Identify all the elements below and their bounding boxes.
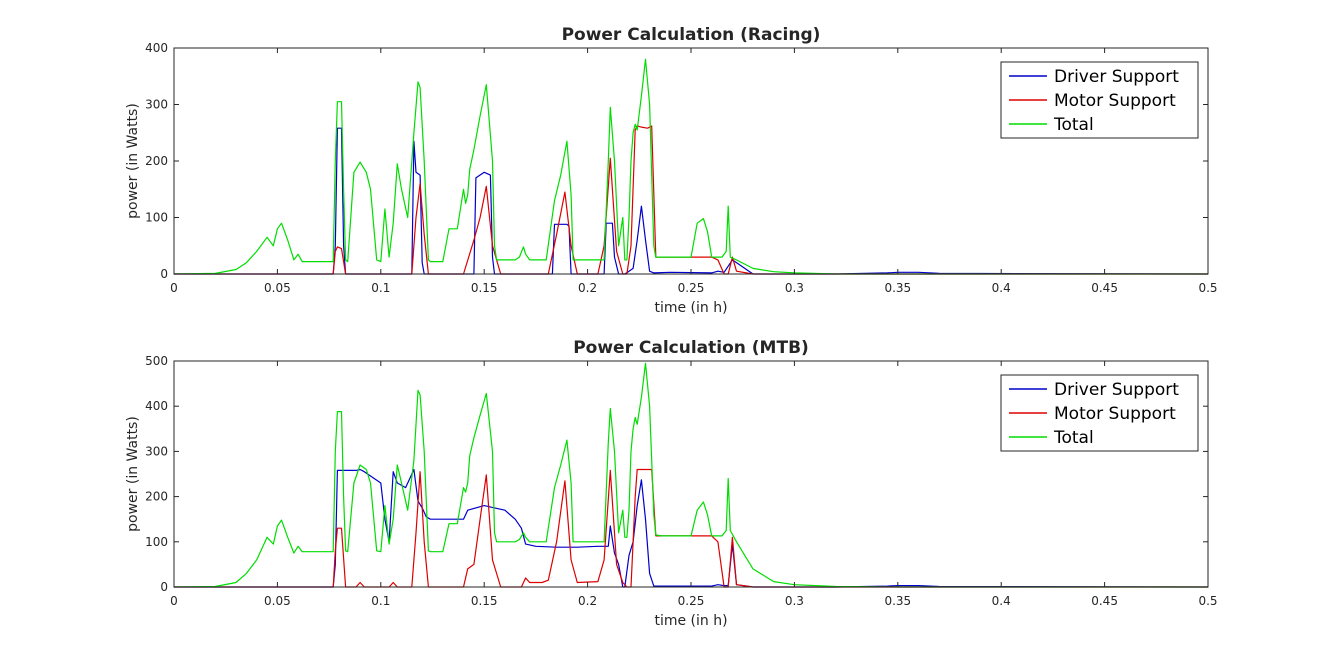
- x-tick-label: 0: [170, 594, 178, 608]
- y-tick-label: 400: [145, 41, 168, 55]
- y-tick-label: 500: [145, 354, 168, 368]
- x-tick-label: 0.3: [785, 594, 804, 608]
- x-tick-label: 0.35: [884, 594, 911, 608]
- x-tick-label: 0.1: [371, 281, 390, 295]
- legend-label: Total: [1053, 428, 1094, 448]
- x-tick-label: 0.5: [1198, 594, 1217, 608]
- x-tick-label: 0.05: [264, 594, 291, 608]
- x-tick-label: 0.1: [371, 594, 390, 608]
- x-tick-label: 0.2: [578, 594, 597, 608]
- legend-label: Driver Support: [1054, 67, 1179, 87]
- x-tick-label: 0.25: [678, 594, 705, 608]
- legend: Driver Support Motor Support Total: [1000, 374, 1199, 452]
- legend-label: Total: [1053, 115, 1094, 135]
- x-tick-label: 0.05: [264, 281, 291, 295]
- chart-mtb: 0 0.05 0.1 0.15 0.2 0.25 0.3 0.35 0.4 0.45 0.5 0 100…: [125, 338, 1218, 629]
- y-tick-label: 100: [145, 211, 168, 225]
- y-tick-label: 200: [145, 154, 168, 168]
- chart-title: Power Calculation (MTB): [573, 338, 809, 358]
- chart-title: Power Calculation (Racing): [562, 25, 821, 45]
- x-axis-label: time (in h): [654, 300, 727, 316]
- x-tick-label: 0.4: [992, 594, 1011, 608]
- x-tick-label: 0.35: [884, 281, 911, 295]
- series-line-driver-support: [174, 468, 1209, 588]
- x-tick-label: 0.3: [785, 281, 804, 295]
- y-tick-label: 200: [145, 490, 168, 504]
- y-tick-label: 300: [145, 444, 168, 458]
- x-tick-label: 0.5: [1198, 281, 1217, 295]
- y-tick-label: 0: [160, 267, 168, 281]
- x-tick-label: 0.15: [471, 281, 498, 295]
- y-tick-label: 100: [145, 535, 168, 549]
- legend: Driver Support Motor Support Total: [1000, 61, 1199, 139]
- legend-label: Motor Support: [1054, 404, 1176, 424]
- x-tick-label: 0.45: [1091, 594, 1118, 608]
- chart-racing: 0 0.05 0.1 0.15 0.2 0.25 0.3 0.35 0.4 0.45 0.5 0 100…: [125, 25, 1218, 316]
- x-tick-label: 0.25: [678, 281, 705, 295]
- series-line-total: [173, 362, 1208, 588]
- legend-label: Driver Support: [1054, 380, 1179, 400]
- y-tick-label: 0: [160, 580, 168, 594]
- x-tick-label: 0.4: [992, 281, 1011, 295]
- x-axis-label: time (in h): [654, 613, 727, 629]
- y-tick-label: 300: [145, 98, 168, 112]
- x-tick-label: 0.15: [471, 594, 498, 608]
- series-line-total: [173, 58, 1208, 275]
- y-axis-label: power (in Watts): [125, 416, 141, 532]
- x-tick-label: 0: [170, 281, 178, 295]
- legend-label: Motor Support: [1054, 91, 1176, 111]
- y-axis-label: power (in Watts): [125, 103, 141, 219]
- x-tick-label: 0.45: [1091, 281, 1118, 295]
- x-tick-label: 0.2: [578, 281, 597, 295]
- y-tick-label: 400: [145, 399, 168, 413]
